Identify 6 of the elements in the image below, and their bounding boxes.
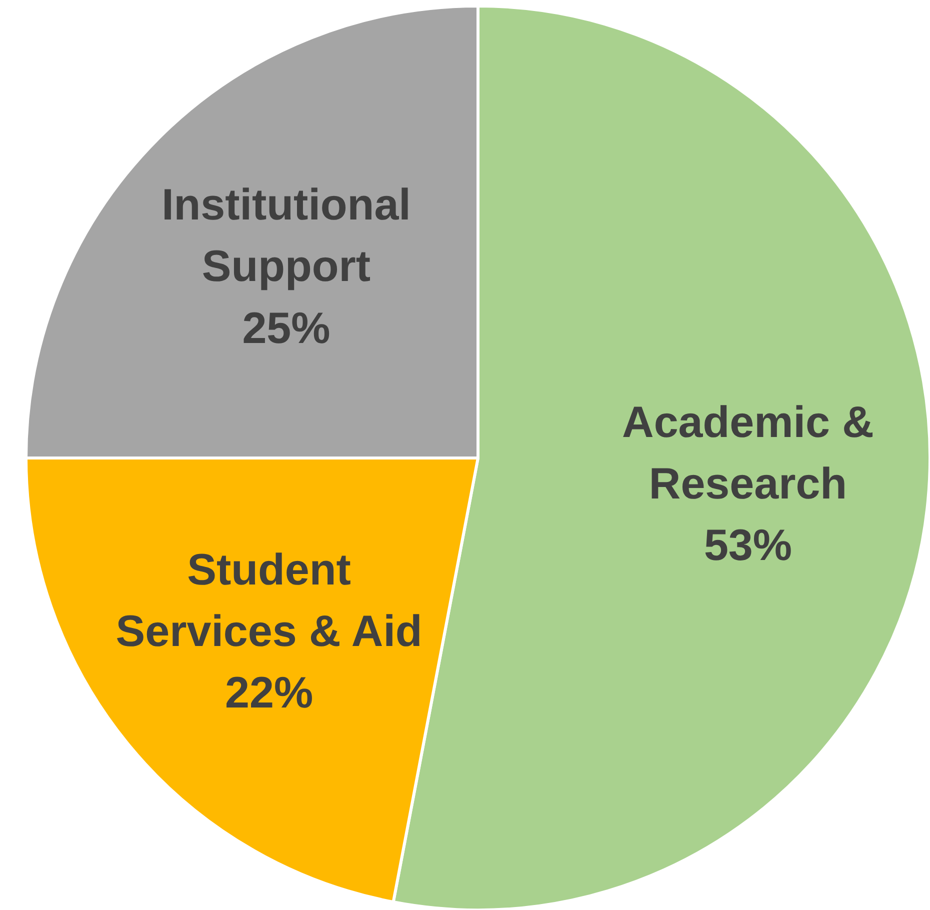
data-label: 22% [225, 668, 314, 717]
data-label: 25% [242, 303, 330, 352]
slice-label: Academic & Research [622, 397, 874, 508]
data-label: 53% [704, 520, 792, 570]
slice-label: Institutional Support [162, 180, 411, 291]
slice-label: Student Services & Aid [116, 544, 422, 656]
